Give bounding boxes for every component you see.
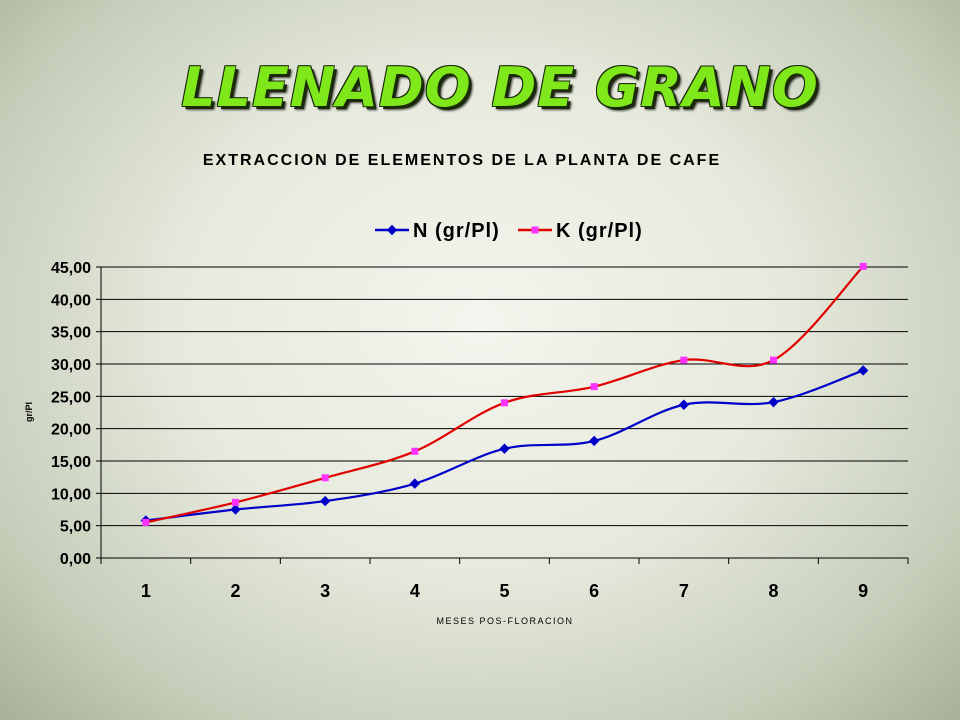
gridlines (101, 266, 908, 527)
data-point (678, 399, 690, 410)
y-tick-label: 0,00 (60, 551, 91, 568)
y-tick-label: 20,00 (51, 422, 91, 439)
y-tick-label: 35,00 (51, 325, 91, 342)
data-point (857, 365, 869, 376)
x-tick-label: 4 (410, 581, 420, 601)
series-line (145, 265, 864, 524)
legend-swatch-marker (531, 226, 539, 234)
axes (100, 267, 908, 559)
data-point (859, 262, 867, 270)
data-point (680, 356, 688, 364)
y-tick-label: 45,00 (51, 260, 91, 277)
data-point (588, 435, 600, 447)
slide-title: LLENADO DE GRANO (181, 56, 819, 119)
y-axis-ticks: 0,00 5,00 10,00 15,00 20,00 25,00 30,00 35,00 40… (51, 260, 101, 568)
data-point (501, 399, 508, 407)
y-tick-label: 30,00 (51, 357, 91, 374)
legend-swatch-marker (386, 224, 398, 236)
data-point (499, 443, 510, 454)
x-tick-label: 1 (141, 581, 151, 601)
data-point (411, 447, 419, 455)
x-tick-label: 2 (230, 581, 240, 601)
data-point (590, 383, 598, 391)
y-tick-label: 15,00 (51, 454, 91, 471)
legend: N (gr/Pl) K (gr/Pl) (375, 220, 643, 242)
x-tick-label: 9 (858, 581, 868, 601)
y-tick-label: 25,00 (51, 389, 91, 406)
data-point (319, 495, 331, 507)
y-tick-label: 5,00 (60, 519, 91, 536)
legend-item: K (gr/Pl) (518, 220, 643, 242)
data-point (230, 504, 241, 515)
legend-label: N (gr/Pl) (413, 220, 500, 242)
data-point (142, 518, 150, 526)
data-point (768, 396, 779, 408)
x-axis-ticks: 1 2 3 4 5 6 7 8 9 (100, 558, 909, 601)
data-point (232, 498, 239, 506)
x-tick-label: 5 (499, 581, 509, 601)
data-point (409, 478, 421, 489)
chart-title: EXTRACCION DE ELEMENTOS DE LA PLANTA DE … (203, 152, 721, 169)
data-point (770, 356, 777, 364)
series-group (140, 262, 869, 526)
x-axis-label: MESES POS-FLORACION (436, 616, 573, 626)
series-k (142, 262, 867, 526)
legend-label: K (gr/Pl) (556, 220, 643, 242)
y-axis-label: gr/Pl (24, 402, 34, 422)
legend-item: N (gr/Pl) (375, 220, 500, 242)
x-tick-label: 7 (679, 581, 689, 601)
y-tick-label: 40,00 (51, 292, 91, 309)
series-n (140, 365, 869, 526)
data-point (321, 474, 329, 482)
x-tick-label: 6 (589, 581, 599, 601)
x-tick-label: 8 (768, 581, 778, 601)
y-tick-label: 10,00 (51, 486, 91, 503)
x-tick-label: 3 (320, 581, 330, 601)
